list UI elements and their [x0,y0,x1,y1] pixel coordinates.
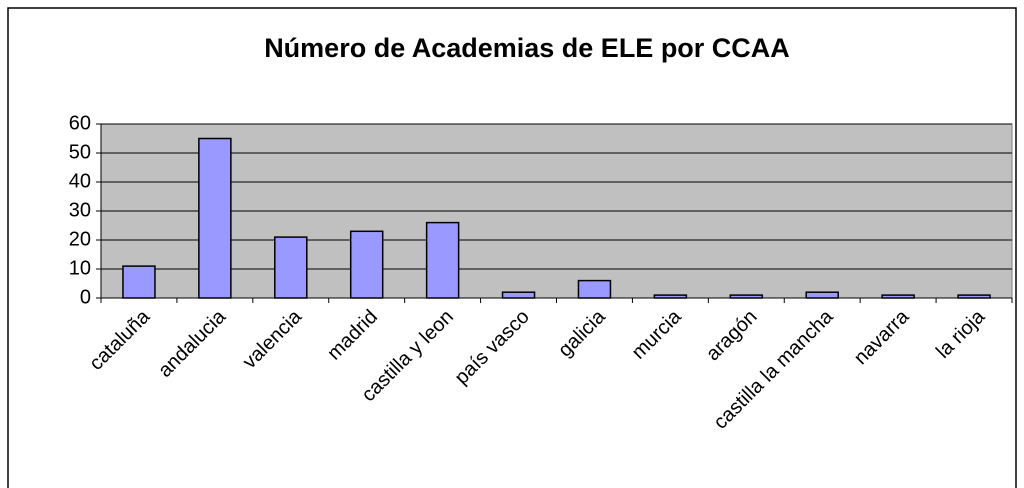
bar [425,221,460,299]
y-tick-label: 30 [69,199,91,221]
bar [805,291,839,299]
bar [122,265,156,299]
bar [274,236,308,299]
y-tick-label: 40 [69,170,91,192]
y-tick-label: 50 [69,141,91,163]
chart-title: Número de Academias de ELE por CCAA [264,33,790,63]
y-tick-label: 60 [69,112,91,134]
y-tick-label: 20 [69,228,91,250]
bar [349,230,384,299]
bar [577,279,612,299]
y-tick-label: 10 [69,257,91,279]
y-tick-label: 0 [80,286,91,308]
bar [501,291,536,299]
bar [198,137,232,299]
